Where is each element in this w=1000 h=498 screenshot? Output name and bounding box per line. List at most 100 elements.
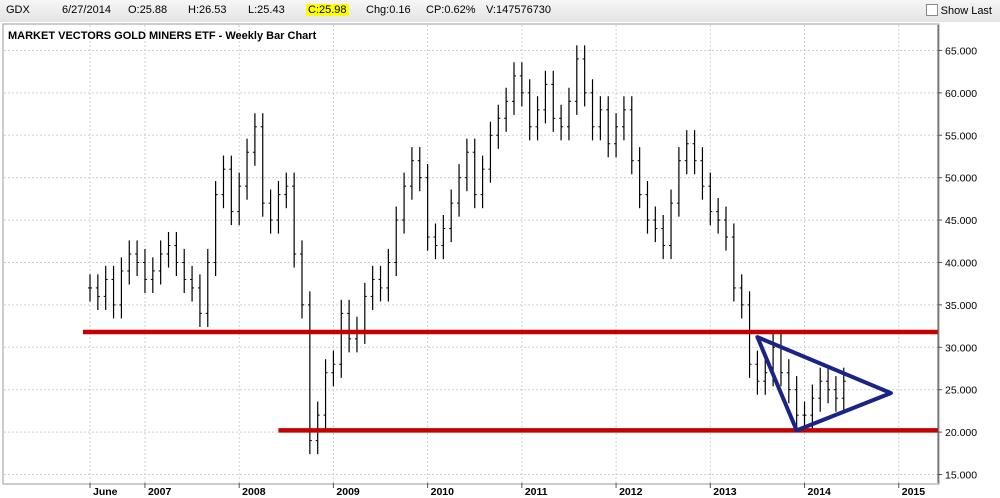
price-bar bbox=[150, 257, 155, 294]
price-bar bbox=[802, 401, 807, 429]
price-bar bbox=[755, 350, 760, 395]
price-bar bbox=[763, 359, 768, 395]
y-tick-label: 30.000 bbox=[945, 342, 977, 354]
price-bar bbox=[417, 147, 422, 192]
price-bar bbox=[566, 87, 571, 141]
y-axis: 15.000 20.000 25.000 30.000 35.000 40.000 45.0… bbox=[937, 25, 977, 483]
price-bar bbox=[464, 138, 469, 192]
show-last-label: Show Last bbox=[940, 5, 992, 17]
price-bar bbox=[496, 104, 501, 149]
price-bar bbox=[676, 147, 681, 217]
x-axis: June 2007 2008 2009 2010 2011 2012 2013 2014 2015 bbox=[89, 483, 925, 498]
close-value: C:25.98 bbox=[306, 4, 349, 16]
price-bar bbox=[142, 248, 147, 294]
price-bar bbox=[386, 248, 391, 302]
x-tick-label: 2010 bbox=[431, 486, 455, 498]
price-bar bbox=[135, 240, 140, 277]
x-tick-label: 2007 bbox=[148, 486, 172, 498]
price-bars bbox=[88, 45, 846, 455]
price-bar bbox=[645, 181, 650, 234]
price-bar bbox=[284, 172, 289, 209]
x-tick-label: June bbox=[93, 486, 118, 498]
price-bar bbox=[653, 206, 658, 243]
change-value: Chg:0.16 bbox=[366, 4, 411, 16]
price-bar bbox=[402, 172, 407, 234]
price-bar bbox=[543, 70, 548, 124]
x-tick-label: 2014 bbox=[808, 486, 832, 498]
change-percent-value: CP:0.62% bbox=[426, 4, 476, 16]
price-bar bbox=[826, 367, 831, 404]
price-bar bbox=[794, 376, 799, 429]
price-bar bbox=[472, 138, 477, 209]
price-bar bbox=[158, 240, 163, 285]
price-bar bbox=[441, 214, 446, 260]
price-bar bbox=[292, 172, 297, 268]
price-bar bbox=[252, 113, 257, 166]
price-bar bbox=[127, 240, 132, 285]
price-bar bbox=[307, 291, 312, 455]
price-bar bbox=[535, 96, 540, 141]
price-bar bbox=[684, 130, 689, 175]
price-bar bbox=[731, 223, 736, 302]
chart-title: MARKET VECTORS GOLD MINERS ETF - Weekly … bbox=[8, 30, 317, 42]
price-bar bbox=[197, 274, 202, 327]
y-tick-label: 15.000 bbox=[945, 470, 977, 482]
price-bar bbox=[519, 62, 524, 107]
symbol-label: GDX bbox=[6, 4, 30, 16]
high-value: H:26.53 bbox=[188, 4, 227, 16]
quote-date: 6/27/2014 bbox=[62, 4, 111, 16]
x-tick-label: 2009 bbox=[336, 486, 360, 498]
price-bar bbox=[747, 291, 752, 378]
price-bar bbox=[433, 223, 438, 260]
price-bar bbox=[213, 181, 218, 277]
price-bar bbox=[551, 70, 556, 132]
volume-value: V:147576730 bbox=[486, 4, 552, 16]
price-bar bbox=[614, 113, 619, 158]
price-bar bbox=[833, 376, 838, 412]
price-bar bbox=[119, 257, 124, 319]
quote-toolbar: GDX 6/27/2014 O:25.88 H:26.53 L:25.43 C:… bbox=[0, 0, 1000, 23]
price-bar bbox=[370, 265, 375, 310]
price-bar bbox=[315, 401, 320, 455]
price-bar bbox=[700, 147, 705, 200]
price-bar bbox=[339, 299, 344, 378]
price-bar bbox=[166, 231, 171, 268]
price-bar bbox=[88, 274, 92, 302]
price-bar bbox=[394, 206, 399, 277]
price-bar bbox=[205, 248, 210, 327]
y-tick-label: 50.000 bbox=[945, 173, 977, 185]
y-tick-label: 65.000 bbox=[945, 45, 977, 57]
price-bar bbox=[692, 130, 697, 175]
price-bar bbox=[590, 79, 595, 141]
price-bar bbox=[480, 155, 485, 209]
price-bar bbox=[378, 265, 383, 302]
price-bar bbox=[582, 45, 587, 107]
trend-annotations bbox=[83, 329, 938, 433]
price-bar bbox=[331, 350, 336, 387]
show-last-toggle[interactable]: Show Last bbox=[925, 4, 992, 17]
price-bar bbox=[629, 96, 634, 175]
show-last-checkbox[interactable] bbox=[925, 4, 938, 16]
price-bar bbox=[276, 181, 281, 234]
y-tick-label: 20.000 bbox=[945, 427, 977, 439]
triangle-pattern bbox=[755, 335, 893, 433]
price-bar bbox=[229, 155, 234, 226]
y-tick-label: 35.000 bbox=[945, 300, 977, 312]
price-bar bbox=[103, 265, 108, 310]
price-bar bbox=[574, 45, 579, 115]
x-tick-label: 2012 bbox=[619, 486, 643, 498]
y-tick-label: 45.000 bbox=[945, 215, 977, 227]
x-tick-label: 2013 bbox=[713, 486, 737, 498]
price-bar bbox=[237, 172, 242, 226]
price-bar bbox=[669, 189, 674, 260]
y-tick-label: 25.000 bbox=[945, 385, 977, 397]
price-bar bbox=[818, 367, 823, 412]
price-bar bbox=[174, 231, 179, 277]
y-tick-label: 40.000 bbox=[945, 257, 977, 269]
price-bar bbox=[182, 248, 187, 294]
price-bar bbox=[268, 189, 273, 234]
price-bar bbox=[347, 299, 352, 353]
price-bar bbox=[260, 113, 265, 217]
price-bar bbox=[95, 274, 100, 310]
price-bar bbox=[786, 359, 791, 404]
